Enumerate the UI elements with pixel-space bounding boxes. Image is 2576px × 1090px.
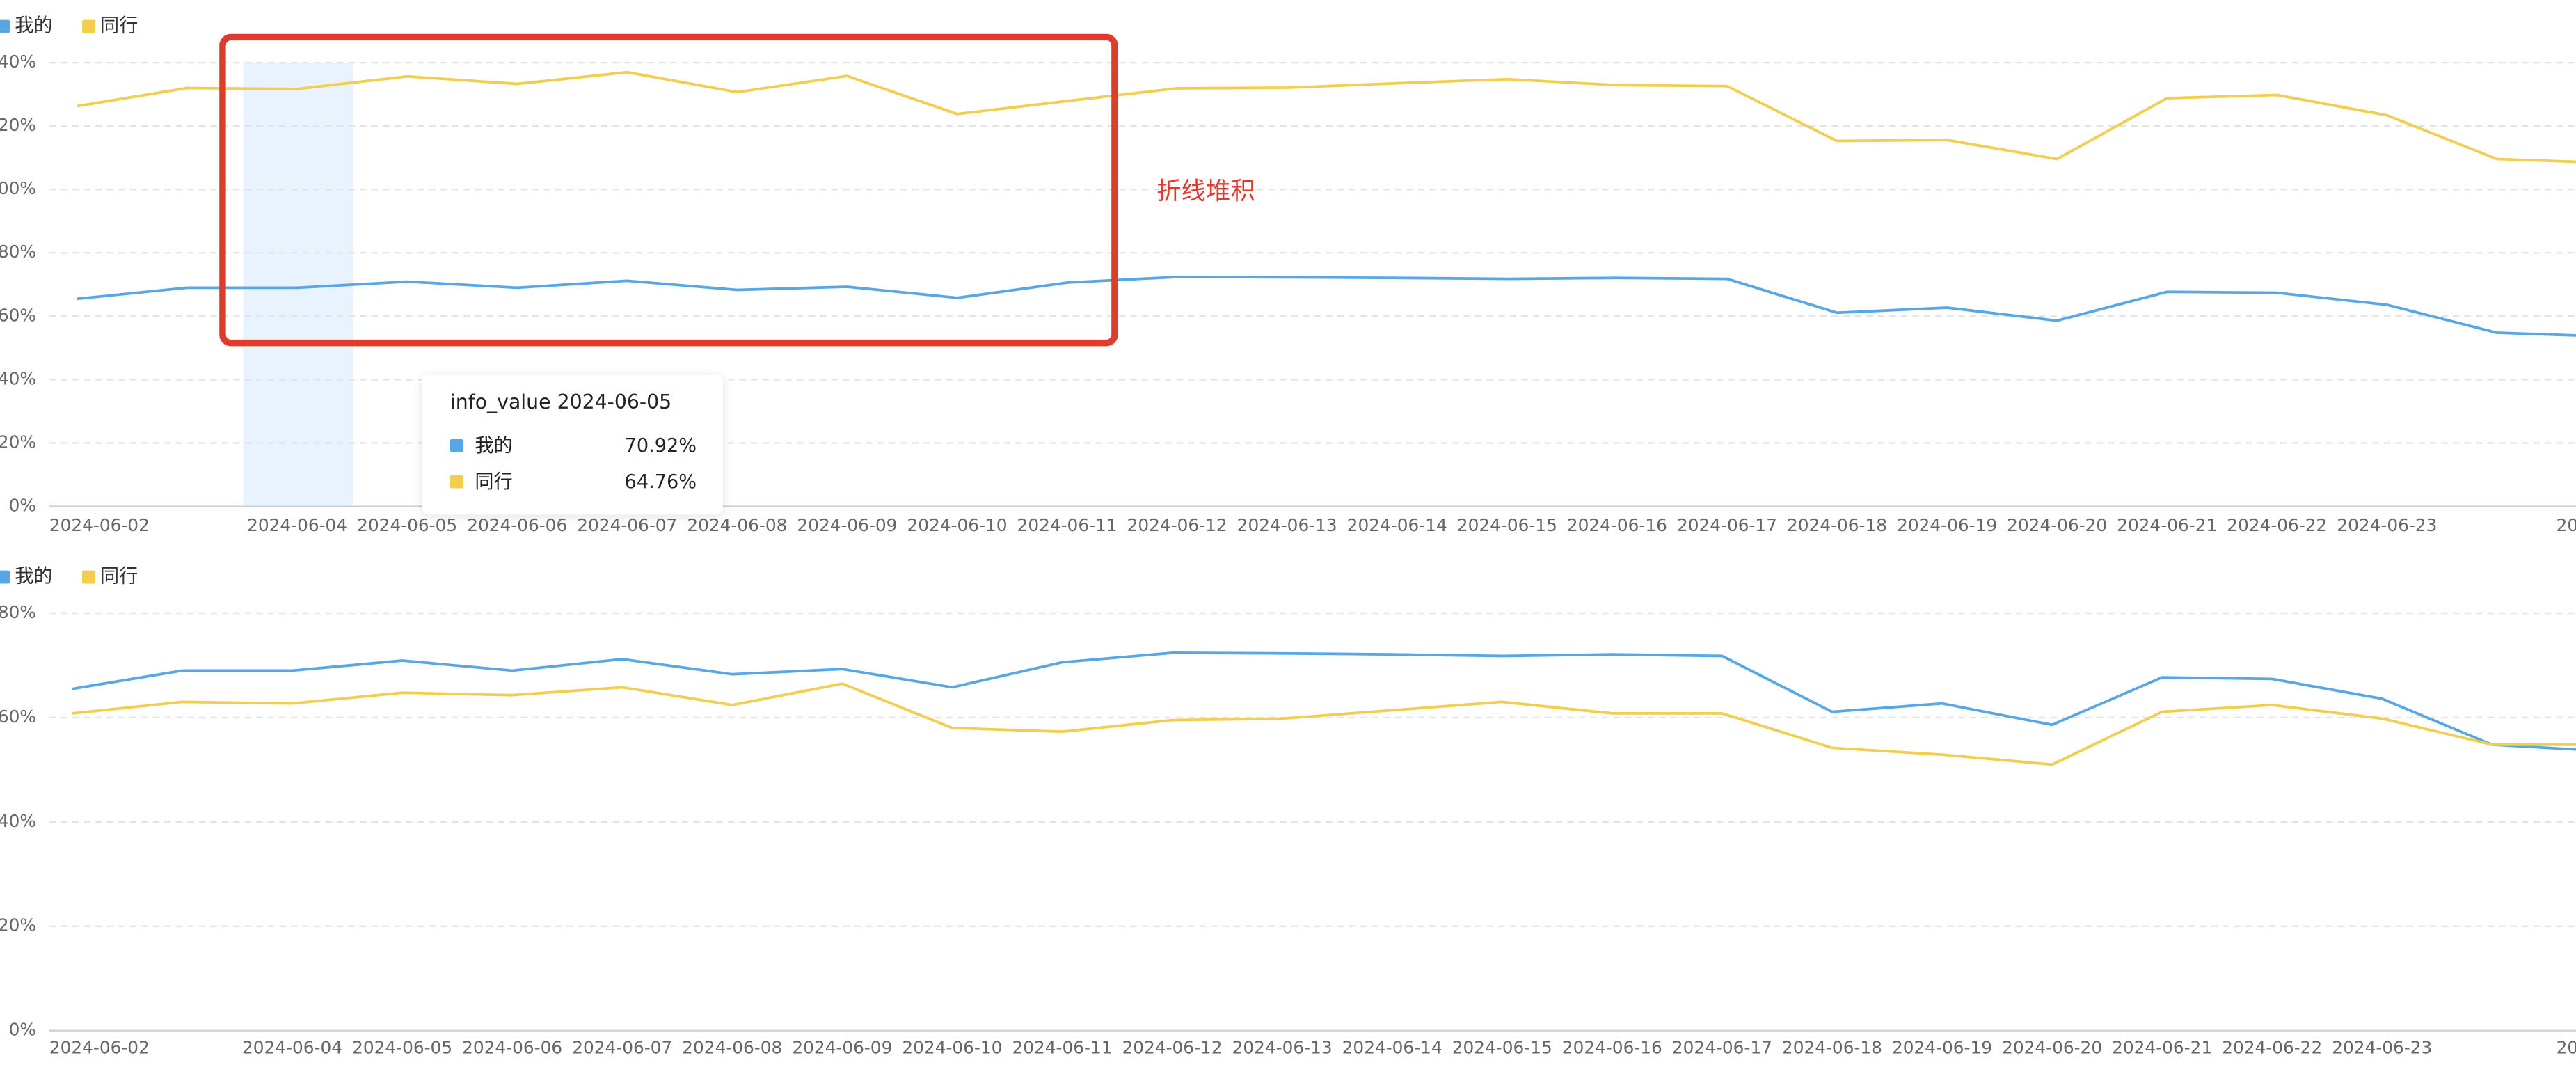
x-tick-label: 2024 — [2557, 1038, 2576, 1058]
y-tick-label: 0% — [9, 496, 36, 516]
x-tick-label: 2024-06-09 — [792, 1038, 892, 1058]
x-tick-label: 2024-06-19 — [1892, 1038, 1992, 1058]
tooltip: info_value 2024-06-05 我的 70.92% 同行 64.76… — [422, 374, 723, 515]
x-tick-label: 2024-06-14 — [1342, 1038, 1442, 1058]
y-tick-label: 100% — [0, 178, 36, 198]
tooltip-name: 我的 — [475, 435, 512, 457]
tooltip-swatch — [450, 475, 463, 489]
x-tick-label: 2024-06-19 — [1897, 515, 1997, 535]
x-tick-label: 2024-06-18 — [1782, 1038, 1882, 1058]
y-tick-label: 0% — [9, 1020, 36, 1040]
tooltip-title: info_value 2024-06-05 — [450, 390, 671, 413]
x-tick-label: 2024-06-06 — [467, 515, 567, 535]
y-tick-label: 40% — [0, 811, 36, 831]
line-series — [72, 682, 2576, 766]
x-tick-label: 2024-06-15 — [1452, 1038, 1552, 1058]
x-tick-label: 2024-06-23 — [2332, 1038, 2432, 1058]
x-tick-label: 2024-06-10 — [902, 1038, 1002, 1058]
tooltip-swatch — [450, 439, 463, 452]
x-tick-label: 2024-06-06 — [462, 1038, 562, 1058]
legend-label: 我的 — [15, 15, 52, 37]
tooltip-name: 同行 — [475, 471, 512, 493]
legend-swatch — [0, 19, 10, 33]
line-series — [77, 275, 2576, 337]
x-tick-label: 2024-06-04 — [242, 1038, 342, 1058]
x-tick-label: 2024-06-04 — [247, 515, 347, 535]
x-tick-label: 2024-06-20 — [2007, 515, 2107, 535]
legend-swatch — [82, 570, 95, 584]
x-tick-label: 2024-06-10 — [907, 515, 1007, 535]
x-tick-label: 2024-06-18 — [1787, 515, 1887, 535]
tooltip-value: 64.76% — [625, 471, 697, 493]
x-tick-label: 2024-06-11 — [1012, 1038, 1112, 1058]
legend-swatch — [82, 19, 95, 33]
x-tick-label: 2024-06-16 — [1567, 515, 1667, 535]
x-tick-label: 2024-06-13 — [1232, 1038, 1333, 1058]
y-tick-label: 20% — [0, 432, 36, 452]
x-tick-label: 2024-06-02 — [49, 515, 150, 535]
y-tick-label: 80% — [0, 602, 36, 622]
x-tick-label: 2024 — [2557, 515, 2576, 535]
x-tick-label: 2024-06-08 — [687, 515, 787, 535]
x-tick-label: 2024-06-22 — [2227, 515, 2327, 535]
x-tick-label: 2024-06-16 — [1562, 1038, 1662, 1058]
highlight-box — [219, 33, 1118, 347]
y-tick-label: 60% — [0, 706, 36, 727]
x-tick-label: 2024-06-20 — [2002, 1038, 2102, 1058]
tooltip-box — [422, 374, 723, 515]
y-tick-label: 120% — [0, 115, 36, 135]
y-tick-label: 40% — [0, 368, 36, 388]
legend-label: 我的 — [15, 566, 52, 587]
x-tick-label: 2024-06-05 — [357, 515, 457, 535]
x-tick-label: 2024-06-07 — [572, 1038, 672, 1058]
x-tick-label: 2024-06-21 — [2117, 515, 2217, 535]
x-tick-label: 2024-06-05 — [352, 1038, 452, 1058]
legend-label: 同行 — [100, 566, 138, 587]
x-tick-label: 2024-06-21 — [2112, 1038, 2212, 1058]
x-tick-label: 2024-06-09 — [797, 515, 897, 535]
x-tick-label: 2024-06-22 — [2222, 1038, 2322, 1058]
line-series — [72, 651, 2576, 751]
x-tick-label: 2024-06-02 — [49, 1038, 150, 1058]
line-series — [77, 70, 2576, 164]
x-tick-label: 2024-06-14 — [1347, 515, 1447, 535]
x-tick-label: 2024-06-07 — [577, 515, 677, 535]
x-tick-label: 2024-06-12 — [1127, 515, 1227, 535]
y-tick-label: 80% — [0, 242, 36, 262]
tooltip-value: 70.92% — [625, 435, 697, 457]
x-tick-label: 2024-06-12 — [1122, 1038, 1223, 1058]
x-tick-label: 2024-06-13 — [1237, 515, 1337, 535]
x-tick-label: 2024-06-08 — [682, 1038, 782, 1058]
annotation: 折线堆积 — [1156, 177, 1255, 206]
x-tick-label: 2024-06-17 — [1677, 515, 1777, 535]
x-tick-label: 2024-06-15 — [1457, 515, 1557, 535]
x-tick-label: 2024-06-11 — [1017, 515, 1118, 535]
x-tick-label: 2024-06-17 — [1672, 1038, 1772, 1058]
y-tick-label: 140% — [0, 52, 36, 72]
legend-swatch — [0, 570, 10, 584]
x-tick-label: 2024-06-23 — [2337, 515, 2437, 535]
legend-label: 同行 — [100, 15, 138, 37]
y-tick-label: 20% — [0, 915, 36, 935]
y-tick-label: 60% — [0, 305, 36, 325]
